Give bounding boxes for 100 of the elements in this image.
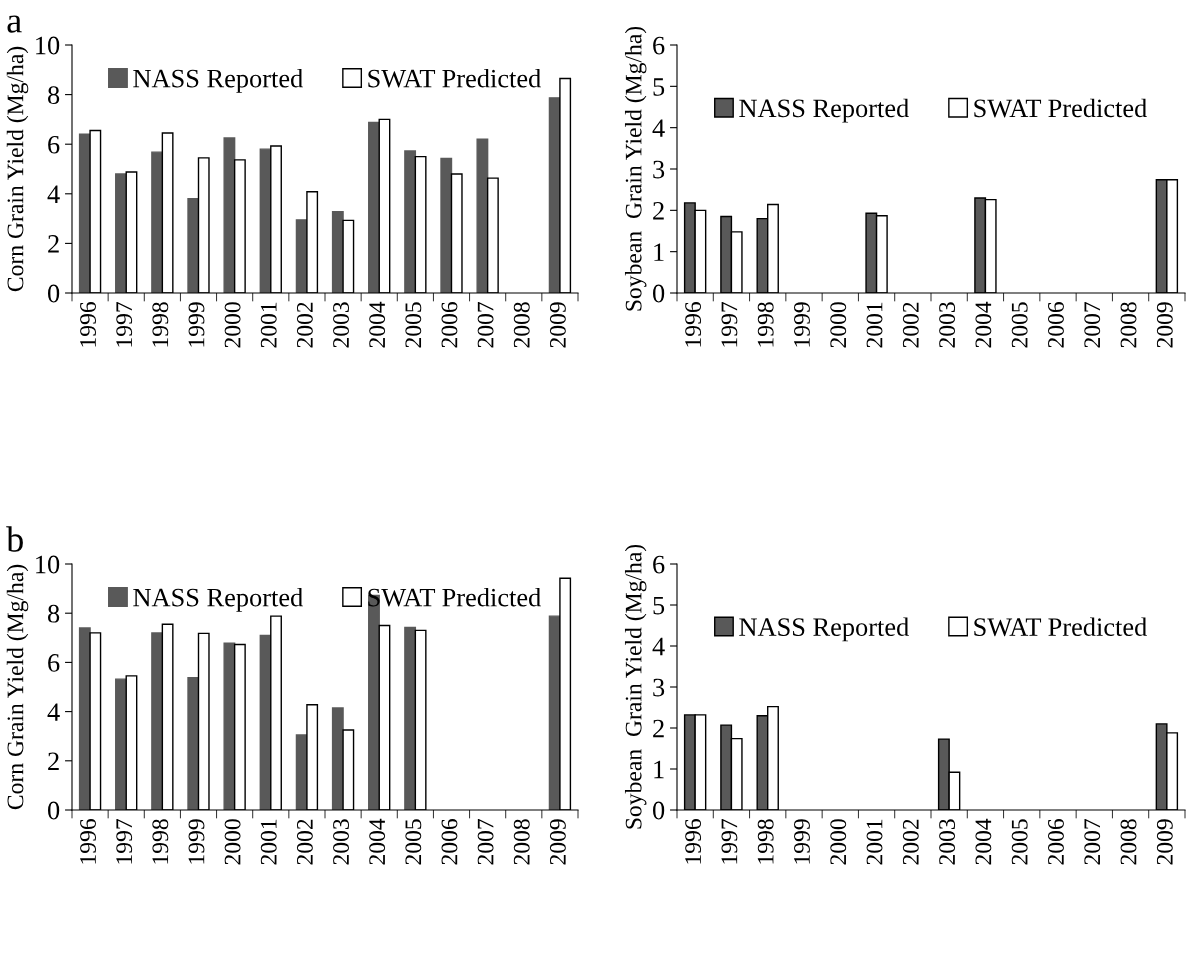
x-tick-label: 2009 xyxy=(549,302,566,348)
y-tick-label: 0 xyxy=(653,284,665,303)
y-tick-label: 4 xyxy=(652,119,665,137)
y-tick-label: 4 xyxy=(47,703,60,721)
x-tick-label: 2008 xyxy=(513,302,530,348)
y-tick-label: 0 xyxy=(653,801,665,820)
x-tick-label: 2008 xyxy=(1120,819,1137,865)
x-tick-label: 2004 xyxy=(975,818,992,865)
x-tick-label: 1998 xyxy=(152,819,169,864)
y-tick-label: 5 xyxy=(653,596,665,615)
x-tick-label: 2009 xyxy=(1156,819,1173,865)
x-tick-label: 2007 xyxy=(477,819,494,865)
bar xyxy=(187,676,200,810)
x-tick-label: 2005 xyxy=(1011,819,1028,865)
y-tick-label: 1 xyxy=(654,760,664,779)
x-tick-label: 1996 xyxy=(80,302,96,347)
y-axis-title: Corn Grain Yield (Mg/ha) xyxy=(6,46,29,292)
x-tick-label: 2005 xyxy=(405,819,422,865)
bar xyxy=(223,137,236,293)
y-tick-label: 4 xyxy=(47,185,60,203)
y-tick-label: 2 xyxy=(48,235,59,253)
y-tick-label: 8 xyxy=(48,86,60,105)
y-tick-label: 1 xyxy=(654,243,664,261)
y-tick-label: 6 xyxy=(653,555,665,574)
x-tick-label: 2006 xyxy=(1047,302,1064,348)
x-tick-label: 1999 xyxy=(794,819,810,864)
legend-label: SWAT Predicted xyxy=(974,617,1147,637)
y-tick-label: 6 xyxy=(48,654,60,672)
x-tick-label: 2003 xyxy=(939,819,956,865)
x-tick-label: 2007 xyxy=(1084,819,1101,865)
x-tick-label: 2002 xyxy=(296,302,313,348)
x-tick-label: 2005 xyxy=(405,302,422,348)
x-tick-label: 2001 xyxy=(866,819,883,865)
y-axis-title: Soybean Grain Yield (Mg/ha) xyxy=(624,544,647,829)
legend-label: SWAT Predicted xyxy=(974,98,1147,118)
y-tick-label: 10 xyxy=(36,555,60,574)
y-tick-label: 2 xyxy=(653,719,664,738)
x-tick-label: 2006 xyxy=(441,819,458,865)
legend-label: SWAT Predicted xyxy=(368,587,541,607)
y-tick-label: 10 xyxy=(36,36,60,55)
x-tick-label: 1997 xyxy=(116,302,133,347)
x-tick-label: 2004 xyxy=(369,301,386,348)
x-tick-label: 2006 xyxy=(1047,819,1064,865)
x-tick-label: 2003 xyxy=(939,302,956,348)
x-tick-label: 1999 xyxy=(188,302,205,347)
x-tick-label: 2000 xyxy=(830,819,847,865)
x-tick-label: 2002 xyxy=(296,819,313,865)
x-tick-label: 1999 xyxy=(188,819,205,864)
bar xyxy=(115,678,127,810)
chart-title: a xyxy=(7,15,22,33)
x-tick-label: 1998 xyxy=(152,302,169,347)
x-tick-label: 2007 xyxy=(1084,302,1101,348)
y-tick-label: 2 xyxy=(48,752,59,770)
y-tick-label: 5 xyxy=(653,78,665,96)
bar xyxy=(404,150,417,293)
x-tick-label: 2008 xyxy=(1120,302,1137,348)
x-tick-label: 2009 xyxy=(1156,302,1173,348)
bar xyxy=(404,626,417,810)
y-tick-label: 3 xyxy=(653,678,665,697)
x-tick-label: 2003 xyxy=(333,819,349,865)
x-tick-label: 1996 xyxy=(685,819,702,864)
bar xyxy=(151,632,164,810)
x-tick-label: 2008 xyxy=(513,819,530,865)
bar xyxy=(115,173,127,293)
x-tick-label: 1997 xyxy=(721,819,738,864)
x-tick-label: 2007 xyxy=(477,302,494,348)
x-tick-label: 2002 xyxy=(902,819,919,865)
y-tick-label: 2 xyxy=(653,202,664,220)
legend-label: NASS Reported xyxy=(133,587,303,612)
chart-title: b xyxy=(6,526,23,552)
bar xyxy=(187,198,200,293)
legend-label: NASS Reported xyxy=(739,617,909,642)
x-tick-label: 2001 xyxy=(260,302,277,348)
legend-label: NASS Reported xyxy=(739,98,909,123)
x-tick-label: 1998 xyxy=(757,819,774,864)
x-tick-label: 1997 xyxy=(116,819,133,864)
bar xyxy=(151,151,164,293)
x-tick-label: 1999 xyxy=(794,302,810,347)
x-tick-label: 2000 xyxy=(224,302,241,348)
x-tick-label: 2005 xyxy=(1011,302,1028,348)
bar xyxy=(368,121,380,293)
bar xyxy=(223,642,236,810)
legend-label: NASS Reported xyxy=(133,68,303,93)
y-tick-label: 0 xyxy=(48,284,60,303)
x-tick-label: 2000 xyxy=(224,819,241,865)
x-tick-label: 2006 xyxy=(441,302,458,348)
x-tick-label: 1998 xyxy=(757,302,774,347)
y-axis-title: Soybean Grain Yield (Mg/ha) xyxy=(624,26,647,311)
x-tick-label: 2003 xyxy=(333,302,349,348)
x-tick-label: 2001 xyxy=(866,302,883,348)
x-tick-label: 2009 xyxy=(549,819,566,865)
x-tick-label: 2000 xyxy=(830,302,847,348)
y-tick-label: 8 xyxy=(48,604,60,623)
x-tick-label: 2002 xyxy=(902,302,919,348)
x-tick-label: 1996 xyxy=(685,302,702,347)
y-tick-label: 3 xyxy=(653,160,665,179)
y-tick-label: 6 xyxy=(653,36,665,55)
legend-label: SWAT Predicted xyxy=(368,68,541,88)
bar xyxy=(476,138,489,293)
y-tick-label: 0 xyxy=(48,801,60,820)
